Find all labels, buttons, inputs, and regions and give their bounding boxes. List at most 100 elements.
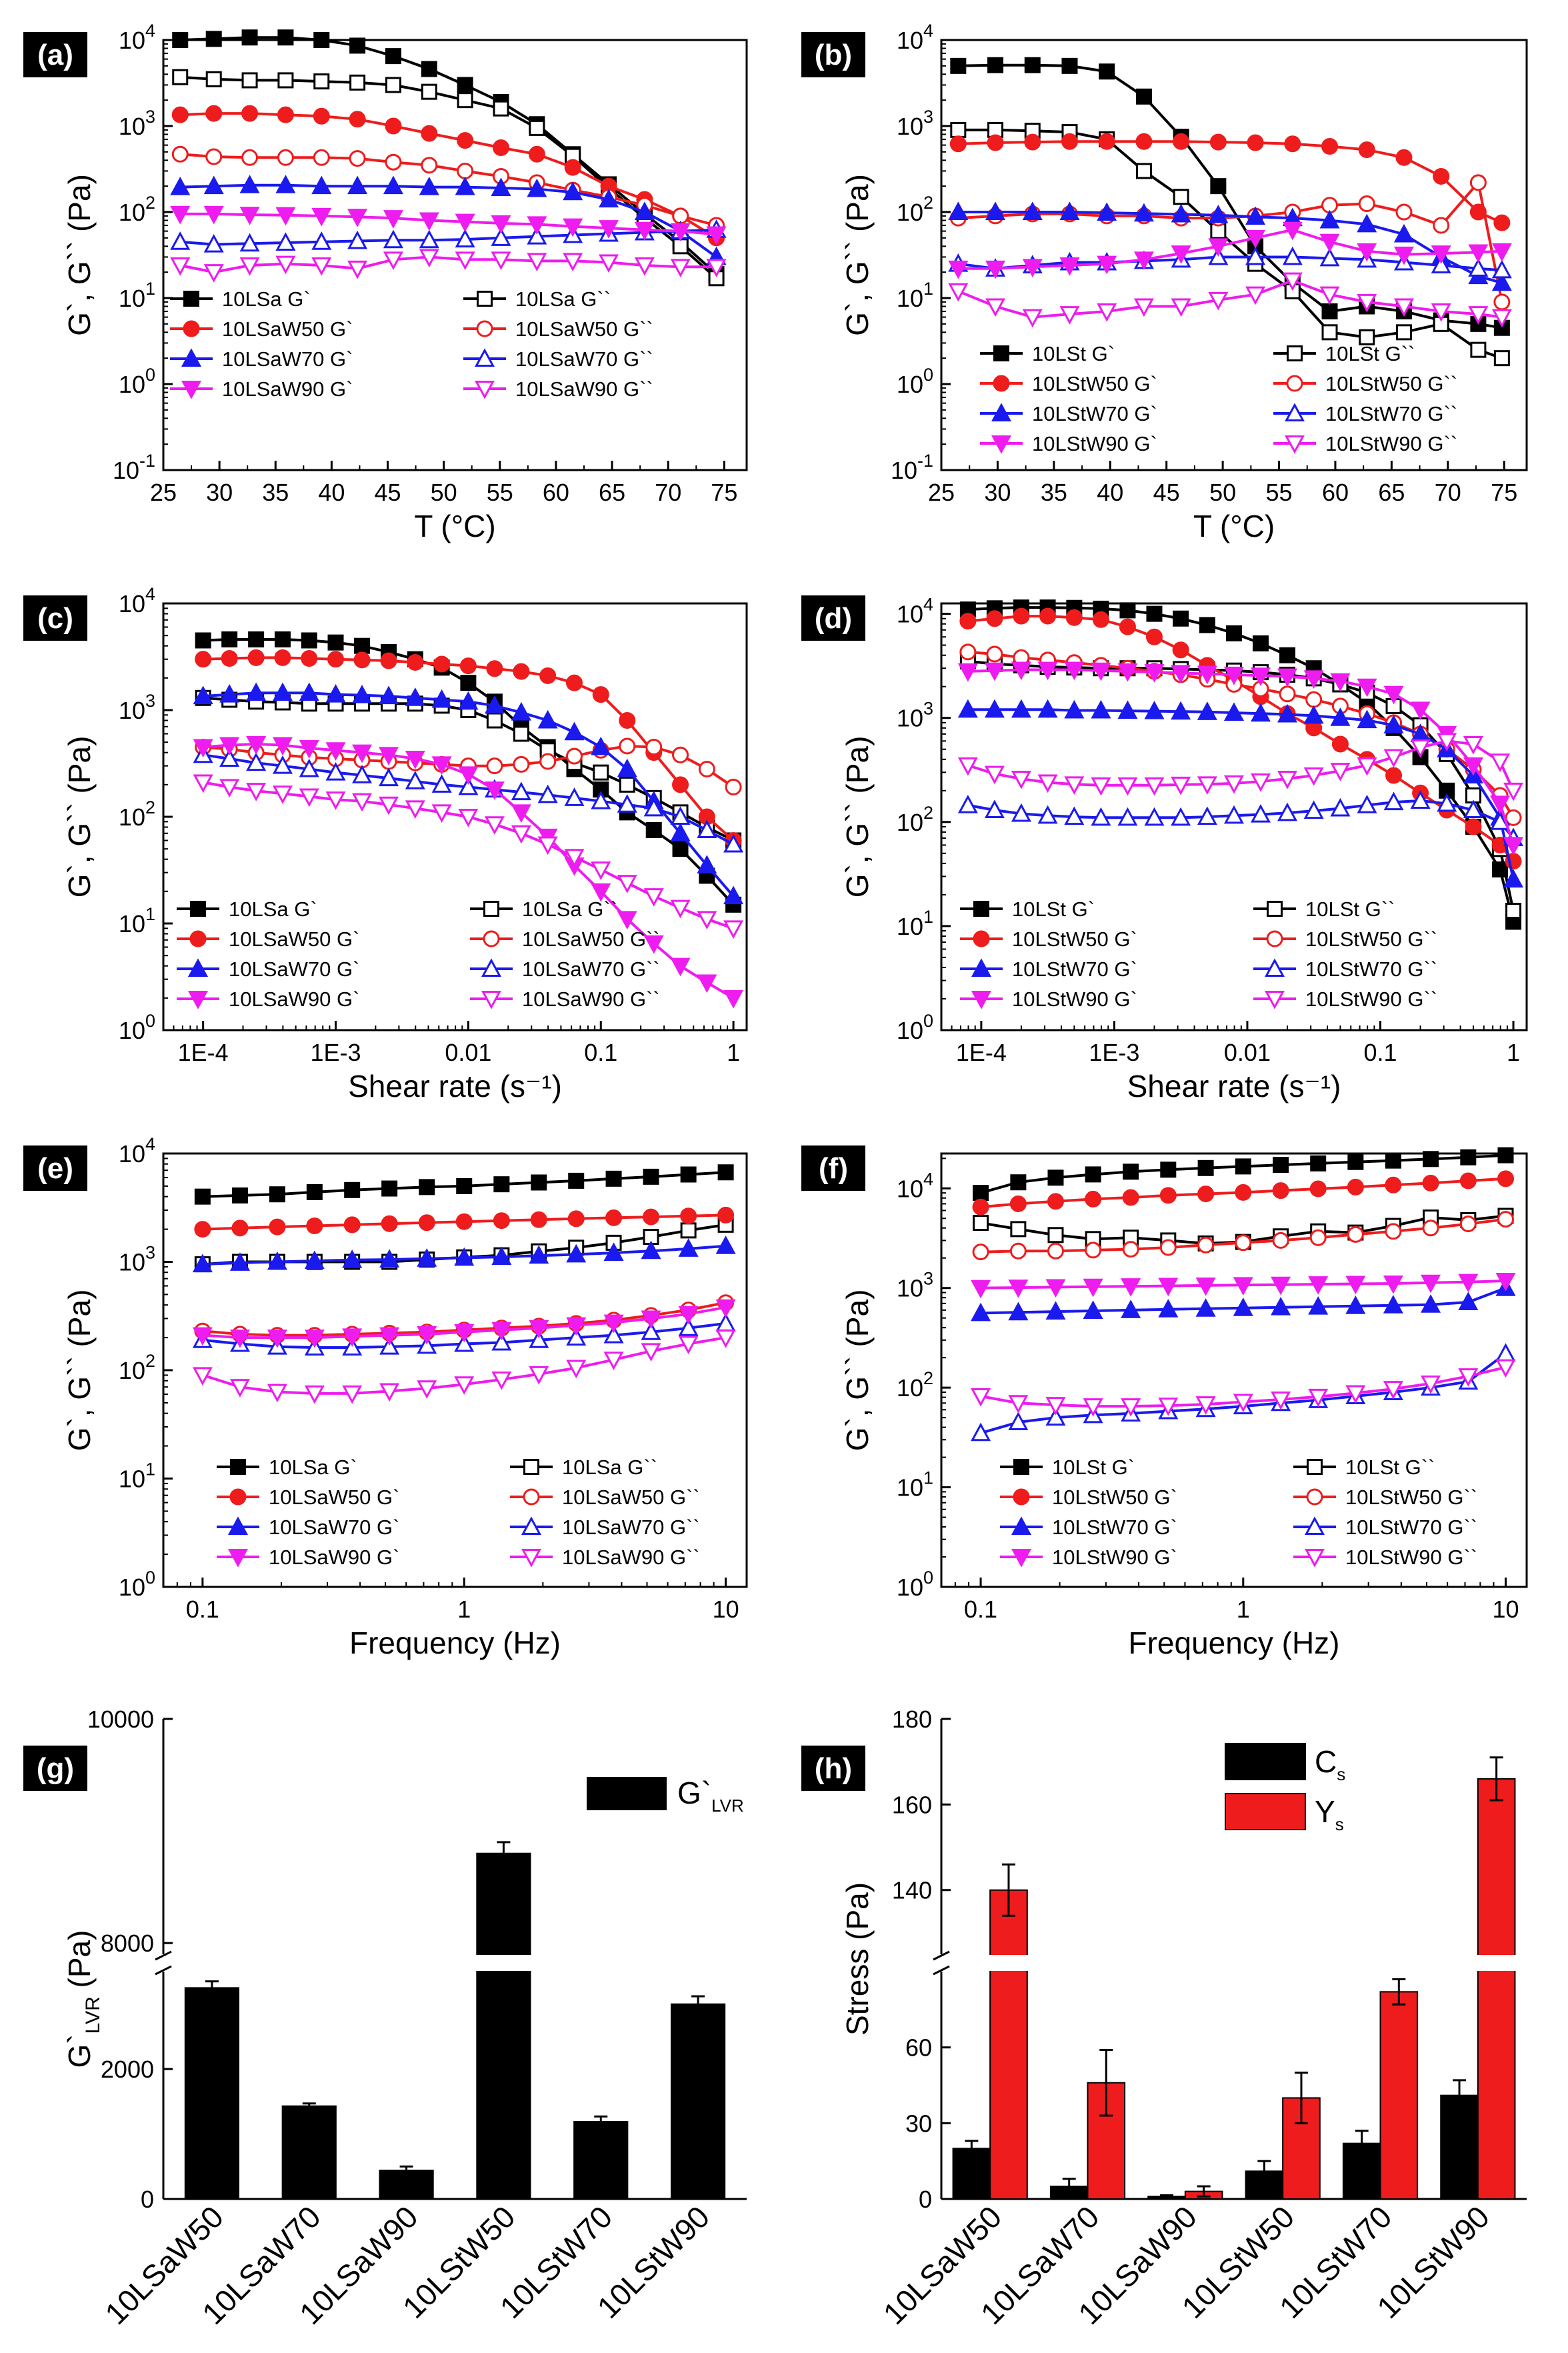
data-point xyxy=(670,223,691,242)
legend-marker xyxy=(474,348,495,367)
data-point xyxy=(484,695,505,714)
data-point xyxy=(241,72,258,89)
data-point xyxy=(1091,662,1111,681)
legend-label: 10LStW70 G`` xyxy=(1345,1516,1477,1539)
data-point xyxy=(347,209,368,227)
data-point xyxy=(267,1251,287,1270)
data-point xyxy=(641,1343,661,1362)
data-point xyxy=(617,911,637,930)
data-point xyxy=(537,709,558,729)
data-point xyxy=(1059,201,1080,220)
y-tick-label: 10-1 xyxy=(891,451,933,484)
data-point xyxy=(566,1317,587,1336)
data-point xyxy=(1039,607,1057,625)
data-point xyxy=(698,760,715,777)
y-tick-label: 103 xyxy=(897,1269,933,1302)
data-point xyxy=(327,634,344,651)
data-point xyxy=(1065,609,1083,626)
data-point xyxy=(431,804,452,823)
axis-break-mark xyxy=(155,1965,172,1976)
data-point xyxy=(205,105,223,122)
data-point xyxy=(491,1332,512,1351)
data-point xyxy=(311,207,332,227)
data-point xyxy=(1490,753,1511,772)
legend-label: 10LSaW70 G` xyxy=(222,347,353,371)
legend-marker xyxy=(1013,1488,1030,1506)
data-point xyxy=(1357,678,1377,697)
y-tick-label: 101 xyxy=(897,279,933,312)
data-point xyxy=(643,935,664,954)
panel-label-box xyxy=(23,1746,87,1791)
data-point xyxy=(1330,797,1351,817)
series-10lstw50-g- xyxy=(972,1211,1515,1261)
data-point xyxy=(670,823,691,841)
data-point xyxy=(1303,670,1324,689)
x-tick-label: 70 xyxy=(1435,479,1461,506)
data-point xyxy=(1437,793,1457,812)
data-point xyxy=(1135,163,1152,179)
chart-b: 10-1 100 101 102 103 104 25 30 35 40 45 50 55 60 65 70 7… xyxy=(801,21,1528,543)
data-point xyxy=(381,1180,398,1197)
legend-marker xyxy=(476,320,493,337)
legend-label: 10LStW90 G` xyxy=(1052,1546,1177,1569)
data-point xyxy=(1250,773,1271,792)
chart-f: 100 101 102 103 104 0.1 1 10 Frequency (Hz) G`, G… xyxy=(801,1145,1528,1660)
data-point xyxy=(603,1324,624,1344)
data-point xyxy=(203,205,224,225)
legend-marker xyxy=(1013,1459,1029,1475)
data-point xyxy=(1271,1391,1291,1410)
data-point xyxy=(1305,691,1323,708)
legend-marker xyxy=(181,381,202,399)
series-line xyxy=(957,279,1503,319)
data-point xyxy=(1144,701,1165,719)
data-point xyxy=(537,836,558,855)
data-point xyxy=(385,117,402,135)
data-point xyxy=(1250,667,1271,686)
data-point xyxy=(378,747,399,765)
data-point xyxy=(1393,246,1414,265)
legend-label: 10LSaW70 G` xyxy=(269,1516,399,1539)
data-point xyxy=(1195,1277,1216,1296)
legend-label: 10LStW90 G`` xyxy=(1325,432,1457,455)
data-point xyxy=(1091,807,1111,826)
data-point xyxy=(717,1164,734,1181)
y-axis-label: G`, G`` (Pa) xyxy=(840,736,875,898)
y-tick-label: 101 xyxy=(897,907,933,940)
data-point xyxy=(563,253,583,271)
series-10lsaw90-g- xyxy=(192,1330,736,1404)
data-point xyxy=(539,667,557,684)
legend-marker xyxy=(481,991,502,1009)
data-point xyxy=(706,259,727,277)
data-point xyxy=(194,1188,211,1205)
data-point xyxy=(454,1247,475,1266)
x-tick-label: 0.1 xyxy=(1363,1039,1397,1066)
data-point xyxy=(1345,1385,1366,1404)
legend-marker xyxy=(1284,435,1305,454)
data-point xyxy=(1383,1275,1403,1294)
legend-marker xyxy=(181,348,202,367)
data-point xyxy=(527,216,547,235)
data-point xyxy=(1422,1174,1439,1192)
data-point xyxy=(1319,233,1340,253)
series-10lstw70-g- xyxy=(971,1278,1516,1322)
legend-label: 10LStW50 G` xyxy=(1012,927,1137,951)
y-tick-label: 104 xyxy=(897,21,933,54)
series-10lsaw70-g- xyxy=(192,1236,736,1273)
data-point xyxy=(274,649,291,666)
data-point xyxy=(1064,661,1085,681)
x-tick-label: 40 xyxy=(1097,479,1123,506)
y-axis-label: G`, G`` (Pa) xyxy=(62,1290,97,1452)
legend-label: 10LSaW70 G`` xyxy=(515,347,653,371)
legend-marker xyxy=(1267,901,1283,917)
data-point xyxy=(566,1360,587,1379)
data-point xyxy=(1497,1147,1514,1163)
data-point xyxy=(491,227,511,246)
data-point xyxy=(1223,666,1244,685)
data-point xyxy=(455,213,475,233)
legend-marker xyxy=(190,901,206,917)
data-point xyxy=(380,652,397,669)
y-tick-label: 101 xyxy=(119,279,155,312)
data-point xyxy=(645,738,663,755)
data-point xyxy=(1092,611,1109,628)
data-point xyxy=(723,920,744,939)
